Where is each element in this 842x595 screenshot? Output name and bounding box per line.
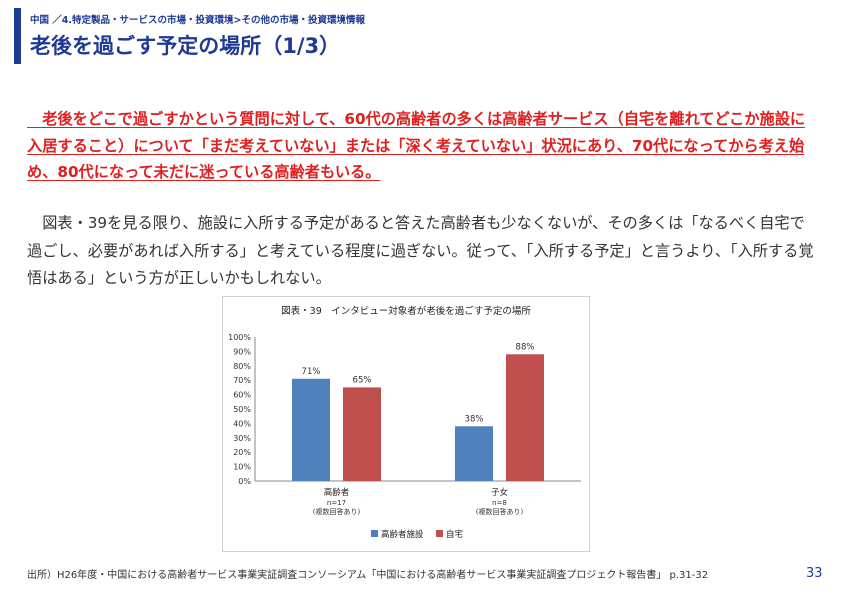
body-paragraph: 図表・39を見る限り、施設に入所する予定があると答えた高齢者も少なくないが、その…: [27, 214, 814, 287]
legend-label: 高齢者施設: [381, 529, 424, 540]
source-note: 出所）H26年度・中国における高齢者サービス事業実証調査コンソーシアム「中国にお…: [27, 570, 709, 581]
y-tick-label: 100%: [228, 333, 251, 342]
title-accent-bar: [14, 8, 21, 64]
x-category-sublabel: (複数回答あり): [313, 507, 361, 516]
y-tick-label: 30%: [233, 434, 251, 443]
page-number: 33: [806, 566, 823, 581]
x-category-label: 子女: [491, 487, 509, 498]
y-tick-label: 90%: [233, 347, 251, 356]
bar-chart: 図表・39 インタビュー対象者が老後を過ごす予定の場所 0% 10% 20% 30% 40…: [228, 305, 581, 540]
bar-高齢者施設-子女: [455, 426, 493, 481]
chart-figure: 図表・39 インタビュー対象者が老後を過ごす予定の場所 0% 10% 20% 30% 40…: [222, 296, 590, 552]
y-tick-label: 10%: [233, 463, 251, 472]
x-category-sublabel: n=17: [327, 499, 346, 507]
x-category-label: 高齢者: [324, 487, 350, 498]
y-tick-label: 20%: [233, 448, 251, 457]
lead-summary: 老後をどこで過ごすかという質問に対して、60代の高齢者の多くは高齢者サービス（自…: [27, 110, 806, 181]
y-tick-label: 0%: [238, 477, 251, 486]
bar-高齢者施設-高齢者: [292, 378, 330, 481]
legend-swatch: [436, 530, 443, 537]
page-title: 老後を過ごす予定の場所（1/3）: [30, 34, 341, 58]
x-category-sublabel: n=8: [492, 499, 507, 507]
data-label: 65%: [353, 375, 372, 385]
y-tick-label: 70%: [233, 376, 251, 385]
x-category-sublabel: (複数回答あり): [476, 507, 524, 516]
y-tick-label: 60%: [233, 391, 251, 400]
legend-swatch: [371, 530, 378, 537]
data-label: 88%: [516, 342, 535, 352]
bar-自宅-子女: [506, 354, 544, 481]
y-tick-label: 50%: [233, 405, 251, 414]
y-tick-label: 80%: [233, 362, 251, 371]
data-label: 38%: [465, 414, 484, 424]
breadcrumb: 中国 ／4.特定製品・サービスの市場・投資環境>その他の市場・投資環境情報: [30, 15, 365, 26]
legend-label: 自宅: [446, 529, 463, 540]
data-label: 71%: [302, 367, 321, 377]
chart-title: 図表・39 インタビュー対象者が老後を過ごす予定の場所: [281, 305, 531, 317]
y-tick-label: 40%: [233, 419, 251, 428]
bar-自宅-高齢者: [343, 387, 381, 481]
